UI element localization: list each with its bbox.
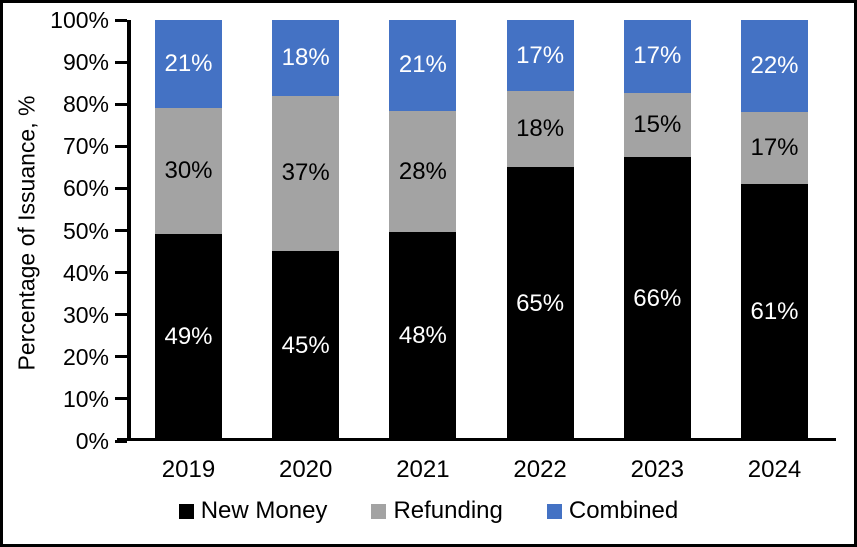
data-label: 17% <box>633 42 682 70</box>
legend-label: New Money <box>200 497 328 524</box>
y-axis-line <box>127 20 131 441</box>
legend-item-new-money: New Money <box>178 497 328 525</box>
legend: New Money Refunding Combined <box>3 497 854 525</box>
bar-segment-new-money-2021: 48% <box>389 232 457 440</box>
data-label: 22% <box>750 52 799 80</box>
data-label: 49% <box>164 323 213 351</box>
y-tick-label: 60% <box>62 175 109 202</box>
y-tick-label: 0% <box>75 428 109 454</box>
bar-segment-combined-2020: 18% <box>272 20 340 96</box>
y-tick-label: 30% <box>62 301 109 328</box>
y-tick-mark <box>115 229 127 232</box>
bar-segment-refunding-2021: 28% <box>389 110 457 233</box>
y-tick-label: 100% <box>50 7 109 33</box>
y-tick-label: 70% <box>62 133 109 160</box>
y-tick-mark <box>115 102 127 106</box>
bar-segment-refunding-2022: 18% <box>506 91 574 167</box>
x-axis-line <box>117 438 836 441</box>
y-tick-mark <box>115 144 127 148</box>
data-label: 65% <box>516 289 565 317</box>
bar-segment-refunding-2019: 30% <box>155 108 222 235</box>
data-label: 21% <box>398 51 447 79</box>
y-tick-label: 50% <box>62 217 109 244</box>
data-label: 28% <box>398 157 447 185</box>
x-axis-label-2021: 2021 <box>396 456 450 483</box>
bar-segment-refunding-2020: 37% <box>272 95 340 251</box>
data-label: 21% <box>164 50 213 78</box>
y-tick-label: 40% <box>62 259 109 286</box>
x-axis-label-2023: 2023 <box>630 456 684 483</box>
bar-segment-new-money-2022: 65% <box>506 167 574 440</box>
bar-segment-new-money-2024: 61% <box>741 183 808 440</box>
y-tick-label: 90% <box>62 49 109 76</box>
y-tick-mark <box>115 186 127 190</box>
bar-segment-combined-2022: 17% <box>506 20 574 92</box>
y-tick-mark <box>115 313 127 317</box>
bar-segment-combined-2021: 21% <box>389 20 457 111</box>
y-tick-label: 80% <box>62 91 109 118</box>
data-label: 45% <box>281 331 330 359</box>
bar-segment-refunding-2024: 17% <box>741 112 808 184</box>
data-label: 37% <box>281 159 330 187</box>
data-label: 61% <box>750 297 799 325</box>
y-tick-mark <box>115 439 127 443</box>
bar-segment-new-money-2020: 45% <box>272 251 340 440</box>
y-tick-mark <box>115 271 127 275</box>
x-axis-label-2019: 2019 <box>161 456 216 483</box>
bar-segment-refunding-2023: 15% <box>623 92 691 158</box>
data-label: 18% <box>281 43 330 71</box>
y-tick-mark <box>115 60 127 64</box>
legend-label: Combined <box>568 497 679 524</box>
y-tick-label: 20% <box>62 343 109 370</box>
bar-segment-new-money-2023: 66% <box>623 157 691 440</box>
legend-marker-refunding <box>371 503 387 519</box>
legend-label: Refunding <box>393 497 503 524</box>
data-label: 17% <box>516 41 565 69</box>
bar-segment-combined-2024: 22% <box>741 20 808 113</box>
data-label: 17% <box>750 134 799 162</box>
data-label: 66% <box>633 284 682 312</box>
bar-segment-combined-2019: 21% <box>155 20 222 109</box>
data-label: 48% <box>398 322 447 350</box>
bar-segment-new-money-2019: 49% <box>155 234 222 440</box>
x-axis-label-2022: 2022 <box>513 456 567 483</box>
x-axis-label-2024: 2024 <box>747 456 802 483</box>
legend-marker-combined <box>546 503 562 519</box>
legend-marker-new-money <box>178 503 194 519</box>
legend-item-refunding: Refunding <box>371 497 503 525</box>
y-tick-mark <box>115 397 127 401</box>
y-tick-mark <box>115 18 127 22</box>
bar-segment-combined-2023: 17% <box>623 20 691 93</box>
x-axis-label-2020: 2020 <box>278 456 333 483</box>
y-tick-label: 10% <box>62 385 109 412</box>
data-label: 18% <box>516 115 565 143</box>
legend-item-combined: Combined <box>546 497 679 525</box>
data-label: 15% <box>633 110 682 138</box>
data-label: 30% <box>164 157 213 185</box>
y-tick-mark <box>115 355 127 359</box>
